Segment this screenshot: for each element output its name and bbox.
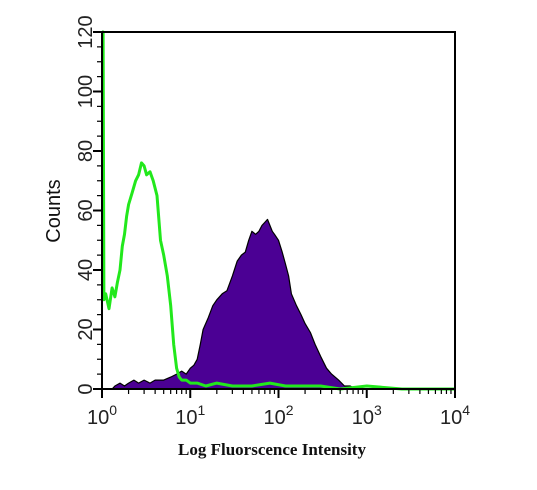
x-tick-label: 103 [352,402,382,429]
y-axis: 0 20 40 60 80 100 120 [75,15,102,395]
y-tick-label: 0 [75,383,97,394]
plot-series-layer [101,30,455,391]
y-tick-label: 20 [75,318,97,340]
y-tick-label: 40 [75,259,97,281]
y-tick-label: 60 [75,199,97,221]
x-tick-label: 101 [175,402,205,429]
x-axis-title: Log Fluorscence Intensity [178,440,366,459]
x-tick-label: 100 [87,402,117,429]
x-axis: 100 101 102 103 104 [87,389,470,429]
y-axis-title: Counts [43,179,65,242]
x-tick-label: 102 [263,402,293,429]
series-1-line-histogram [101,30,455,391]
y-tick-label: 100 [75,75,97,108]
y-tick-label: 80 [75,140,97,162]
series-0-filled-histogram [111,218,357,390]
x-tick-label: 104 [440,402,470,429]
y-tick-label: 120 [75,15,97,48]
